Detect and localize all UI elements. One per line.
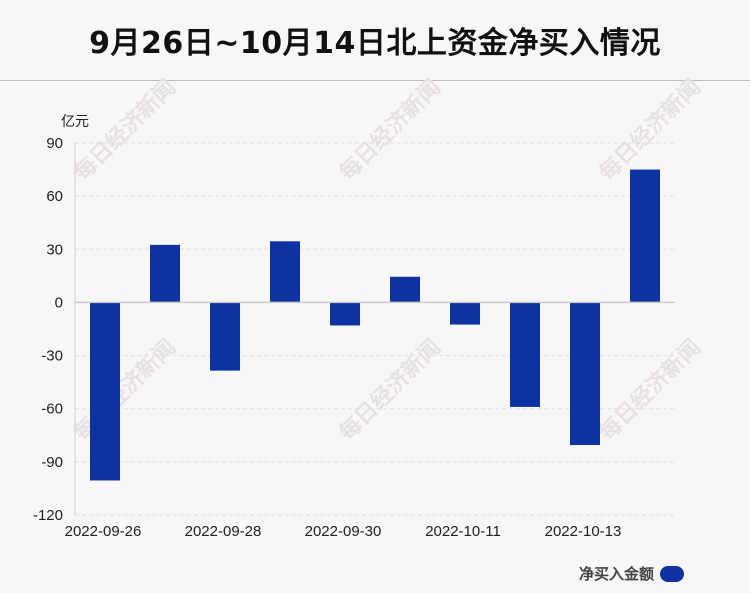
watermark: 每日经济新闻 — [69, 334, 181, 446]
bar-2022-10-10 — [390, 276, 420, 303]
watermark: 每日经济新闻 — [334, 74, 446, 186]
bar-2022-09-30 — [330, 302, 360, 326]
title-bar: 9月26日~10月14日北上资金净买入情况 — [0, 0, 750, 81]
y-tick-label: 0 — [55, 294, 63, 311]
chart-title: 9月26日~10月14日北上资金净买入情况 — [89, 26, 661, 61]
y-tick-label: -30 — [41, 348, 63, 365]
bar-2022-09-29 — [270, 241, 300, 303]
y-unit-label: 亿元 — [61, 114, 89, 130]
bar-2022-09-28 — [210, 302, 240, 371]
y-tick-label: 60 — [46, 188, 63, 205]
x-tick-label: 2022-10-11 — [425, 523, 501, 540]
bar-2022-09-26 — [90, 302, 120, 481]
bar-2022-10-14 — [630, 169, 660, 303]
x-tick-label: 2022-09-26 — [65, 523, 142, 540]
y-tick-label: -90 — [41, 454, 63, 471]
x-tick-label: 2022-09-28 — [185, 523, 262, 540]
legend-swatch — [660, 565, 684, 582]
bar-2022-10-12 — [510, 302, 540, 407]
watermark: 每日经济新闻 — [334, 334, 446, 446]
watermark: 每日经济新闻 — [594, 334, 706, 446]
legend-label: 净买入金额 — [578, 565, 654, 583]
watermark: 每日经济新闻 — [594, 74, 706, 186]
y-tick-label: 30 — [46, 241, 63, 258]
y-tick-label: -60 — [41, 401, 63, 418]
legend: 净买入金额 — [579, 563, 684, 584]
y-tick-label: -120 — [33, 507, 63, 524]
y-tick-label: 90 — [46, 135, 63, 152]
bar-2022-09-27 — [150, 244, 180, 303]
x-tick-label: 2022-10-13 — [545, 523, 622, 540]
bar-2022-10-11 — [450, 302, 480, 325]
watermark: 每日经济新闻 — [69, 74, 181, 186]
bar-2022-10-13 — [570, 302, 600, 446]
x-tick-label: 2022-09-30 — [305, 523, 382, 540]
